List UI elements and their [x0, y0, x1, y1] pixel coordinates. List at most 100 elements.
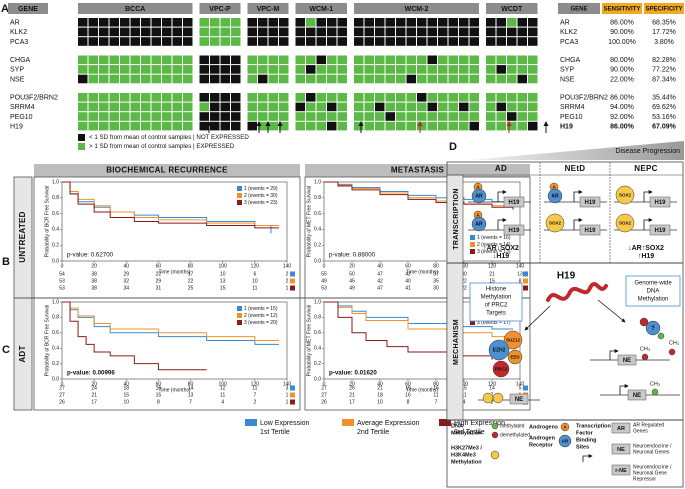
- table-gene: AR: [560, 20, 570, 27]
- legend-swatch: [78, 143, 85, 150]
- legend-text: 3 (events = 13): [477, 249, 511, 255]
- x-tick-label: 60: [405, 263, 411, 269]
- transcription-arrow: [497, 218, 507, 230]
- risk-count: 40: [405, 278, 411, 284]
- heatmap-cell: [99, 55, 109, 65]
- heatmap-cell: [279, 112, 289, 121]
- heatmap-cell: [496, 18, 506, 27]
- heatmap-cell: [406, 93, 416, 102]
- gene-box: [503, 196, 525, 208]
- heatmap-cell: [109, 55, 119, 65]
- risk-count: 30: [433, 285, 439, 291]
- heatmap-cell: [279, 102, 289, 112]
- heatmap-cell: [268, 55, 278, 65]
- x-tick-label: 0: [323, 381, 326, 387]
- tertile-text: Low Expression: [260, 420, 310, 427]
- heatmap-cell: [220, 18, 230, 27]
- heatmap-cell: [268, 27, 278, 37]
- heatmap-cell: [130, 18, 140, 27]
- heatmap-cell: [337, 93, 347, 102]
- legend-text: 2 (events = 14): [477, 242, 511, 248]
- heatmap-cell: [99, 102, 109, 112]
- methyl-label: CH₃: [650, 381, 660, 387]
- legend-androgen-label: A: [563, 424, 567, 429]
- heatmap-cell: [417, 37, 427, 46]
- heatmap-cell: [486, 65, 496, 74]
- x-tick-label: 60: [405, 381, 411, 387]
- heatmap-cell: [438, 102, 448, 112]
- heatmap-cell: [327, 37, 337, 46]
- transcription-arrow: [497, 190, 507, 202]
- heatmap-cell: [448, 121, 458, 131]
- heatmap-cell: [507, 121, 517, 131]
- heatmap-cell: [364, 65, 374, 74]
- x-tick-label: 140: [283, 263, 292, 269]
- mechanism-text: of PRC2: [485, 303, 508, 309]
- legend-text: 1 (events = 16): [477, 235, 511, 241]
- heatmap-cell: [183, 55, 193, 65]
- heatmap-cell: [151, 55, 161, 65]
- tf-unknown-label: ?: [651, 326, 655, 332]
- x-tick-label: 40: [124, 263, 130, 269]
- heatmap-cell: [109, 93, 119, 102]
- table-gene: SRRM4: [560, 104, 585, 111]
- heatmap-cell: [459, 18, 469, 27]
- cohort-label: BCCA: [125, 6, 145, 13]
- heatmap-cell: [220, 37, 230, 46]
- risk-count: 26: [59, 399, 65, 405]
- x-tick-label: 100: [460, 381, 469, 387]
- header-text: GENE: [18, 6, 38, 13]
- heatmap-cell: [295, 65, 305, 74]
- heatmap-cell: [279, 93, 289, 102]
- heatmap-cell: [210, 112, 220, 121]
- heatmap-cell: [316, 27, 326, 37]
- heatmap-cell: [162, 102, 172, 112]
- table-value: 86.00%: [610, 123, 635, 130]
- heatmap-cell: [427, 74, 437, 84]
- y-tick-label: 0.2: [314, 361, 321, 367]
- risk-count: 1: [286, 285, 289, 291]
- heatmap-cell: [385, 112, 395, 121]
- y-axis-label: Probability of BCR Free Survival: [44, 186, 50, 258]
- heatmap-cell: [316, 65, 326, 74]
- heatmap-cell: [141, 74, 151, 84]
- heatmap-cell: [210, 55, 220, 65]
- x-axis-label: Time (months): [406, 269, 438, 275]
- heatmap-cell: [306, 121, 316, 131]
- heatmap-cell: [469, 74, 479, 84]
- table-value: 35.44%: [652, 95, 676, 102]
- heatmap-cell: [364, 55, 374, 65]
- heatmap-cell: [396, 102, 406, 112]
- heatmap-cell: [337, 37, 347, 46]
- risk-swatch: [523, 285, 528, 291]
- gene-label: SRRM4: [10, 104, 35, 111]
- gene-box-label: H19: [584, 228, 596, 234]
- heatmap-cell: [210, 93, 220, 102]
- legend-swatch: [470, 249, 475, 254]
- risk-count: 26: [321, 399, 327, 405]
- risk-count: 14: [188, 385, 194, 391]
- p-value: p-value: 0.62700: [67, 252, 114, 259]
- risk-count: 16: [156, 385, 162, 391]
- heatmap-cell: [258, 27, 268, 37]
- heatmap-cell: [231, 112, 241, 121]
- heatmap-cell: [258, 65, 268, 74]
- heatmap-cell: [496, 27, 506, 37]
- heatmap-cell: [316, 18, 326, 27]
- heatmap-cell: [469, 102, 479, 112]
- heatmap-cell: [507, 112, 517, 121]
- heatmap-cell: [247, 55, 257, 65]
- heatmap-cell: [172, 102, 182, 112]
- legend-text: 1 (events = 15): [244, 306, 278, 312]
- transcription-note: ↓AR↑SOX2: [628, 245, 664, 252]
- heatmap-cell: [316, 74, 326, 84]
- heatmap-cell: [220, 102, 230, 112]
- risk-count: 3: [286, 385, 289, 391]
- transcription-arrow: [643, 218, 653, 230]
- y-axis-label: Probability of MET Free Survival: [306, 305, 312, 377]
- heatmap-cell: [316, 55, 326, 65]
- legend-text: Factor: [576, 430, 594, 436]
- risk-count: 30: [461, 271, 467, 277]
- heatmap-cell: [78, 102, 88, 112]
